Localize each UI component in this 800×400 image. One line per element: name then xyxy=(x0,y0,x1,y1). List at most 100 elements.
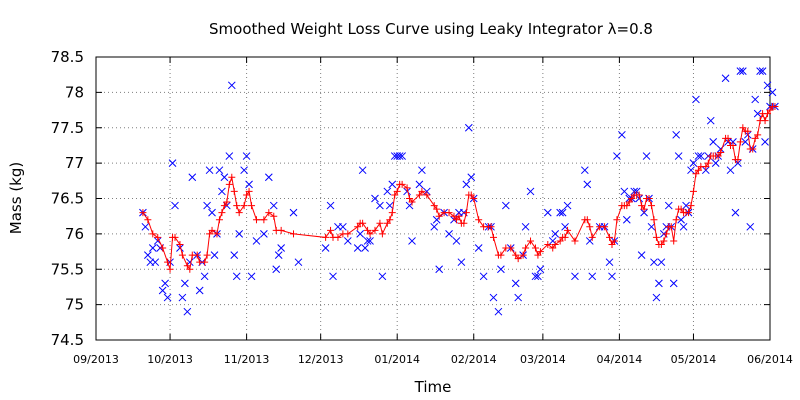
smoothed-point xyxy=(435,212,443,220)
smoothed-point xyxy=(475,216,483,224)
raw-point xyxy=(329,272,337,281)
smoothed-point xyxy=(652,233,660,241)
raw-point xyxy=(195,286,204,295)
smoothed-point xyxy=(564,226,572,234)
raw-point xyxy=(148,244,157,252)
raw-point xyxy=(514,293,523,302)
raw-point xyxy=(489,293,498,302)
raw-point xyxy=(640,208,648,217)
smoothed-point xyxy=(240,202,248,210)
raw-point xyxy=(721,74,730,83)
raw-point xyxy=(474,244,483,252)
smoothed-point xyxy=(692,170,700,178)
raw-point xyxy=(171,201,179,210)
smoothed-line xyxy=(142,106,775,271)
smoothed-point xyxy=(551,240,559,248)
raw-point xyxy=(756,67,764,76)
raw-point xyxy=(242,152,251,160)
smoothed-point xyxy=(522,244,530,252)
raw-point xyxy=(467,173,476,182)
raw-point xyxy=(326,201,335,210)
raw-point xyxy=(571,272,579,281)
raw-point xyxy=(526,187,535,196)
y-tick-label: 77.5 xyxy=(51,119,84,137)
smoothed-point xyxy=(386,216,394,224)
raw-point xyxy=(588,272,597,281)
smoothed-point xyxy=(744,127,752,135)
smoothed-point xyxy=(215,216,223,224)
raw-point xyxy=(551,230,560,238)
raw-point xyxy=(294,258,303,267)
grid xyxy=(96,57,770,340)
smoothed-point xyxy=(139,209,147,217)
smoothed-point xyxy=(418,187,426,195)
raw-point xyxy=(227,81,236,90)
smoothed-point xyxy=(230,187,238,195)
smoothed-point xyxy=(507,244,515,252)
raw-point xyxy=(235,230,244,238)
smoothed-point xyxy=(455,212,463,220)
smoothed-point xyxy=(685,209,693,217)
y-tick-label: 78 xyxy=(65,83,84,101)
ticks xyxy=(95,56,771,341)
smoothed-point xyxy=(638,202,646,210)
raw-point xyxy=(356,230,365,238)
smoothed-point xyxy=(144,216,152,224)
smoothed-point xyxy=(514,255,522,263)
smoothed-point xyxy=(245,187,253,195)
smoothed-point xyxy=(235,209,243,217)
raw-point xyxy=(741,138,750,146)
raw-point xyxy=(178,293,187,302)
smoothed-point xyxy=(657,240,665,248)
smoothed-point xyxy=(423,191,431,199)
raw-point xyxy=(761,138,769,146)
raw-point xyxy=(321,244,330,252)
raw-point xyxy=(689,159,698,167)
smoothed-point xyxy=(176,240,184,248)
raw-point xyxy=(151,258,160,267)
smoothed-point xyxy=(290,230,298,238)
raw-point xyxy=(536,265,545,274)
raw-point xyxy=(181,279,189,288)
y-tick-label: 75.5 xyxy=(51,260,84,278)
raw-point xyxy=(679,222,688,231)
smoothed-point xyxy=(228,173,236,181)
smoothed-point xyxy=(220,202,228,210)
raw-point xyxy=(339,222,347,231)
smoothed-point xyxy=(452,216,460,224)
raw-point xyxy=(200,272,209,281)
smoothed-point xyxy=(208,226,216,234)
smoothed-point xyxy=(660,237,668,245)
raw-point xyxy=(388,180,397,189)
raw-point xyxy=(245,180,253,189)
raw-point xyxy=(706,116,715,125)
smoothed-point xyxy=(625,198,633,206)
x-tick-label: 06/2014 xyxy=(747,353,793,366)
smoothed-point xyxy=(186,265,194,273)
smoothed-point xyxy=(724,134,732,142)
x-axis-label: Time xyxy=(414,378,452,396)
smoothed-point xyxy=(734,156,742,164)
y-tick-label: 76 xyxy=(65,225,84,243)
smoothed-point xyxy=(729,141,737,149)
raw-point xyxy=(230,251,239,259)
smoothed-point xyxy=(270,212,278,220)
raw-point xyxy=(408,237,416,245)
y-tick-label: 78.5 xyxy=(51,48,84,66)
smoothed-point xyxy=(764,110,772,118)
smoothed-point xyxy=(406,195,414,202)
raw-point xyxy=(620,187,629,196)
smoothed-point xyxy=(433,205,441,213)
smoothed-point xyxy=(556,237,564,245)
smoothed-point xyxy=(527,237,535,245)
smoothed-point xyxy=(248,202,256,210)
raw-point xyxy=(751,95,760,104)
raw-point xyxy=(543,208,552,217)
smoothed-point xyxy=(171,233,179,241)
raw-point xyxy=(395,152,404,160)
smoothed-series xyxy=(139,103,779,273)
raw-point xyxy=(664,201,673,210)
smoothed-point xyxy=(178,251,186,259)
smoothed-point xyxy=(334,233,342,241)
smoothed-point xyxy=(393,187,401,195)
